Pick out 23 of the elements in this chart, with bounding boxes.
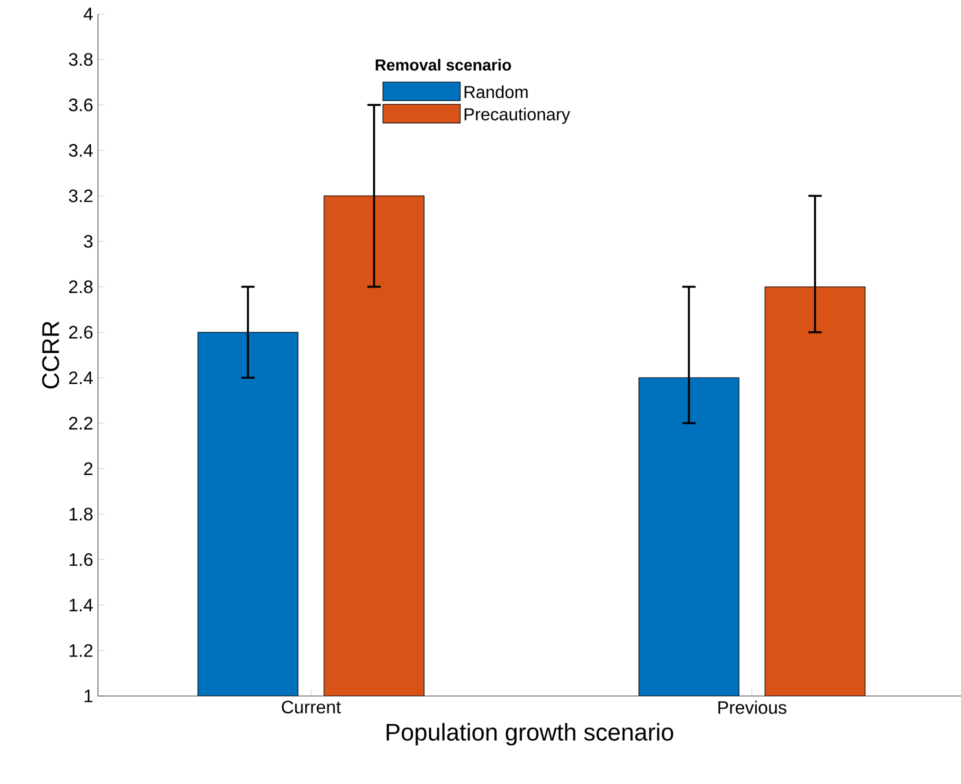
x-tick-label: Previous <box>718 700 786 714</box>
y-tick-label: 2 <box>84 462 92 475</box>
y-tick-label: 2.8 <box>69 280 93 294</box>
x-tick-label: Current <box>282 700 341 714</box>
y-tick-label: 3.2 <box>68 189 92 202</box>
y-axis-title: CCRR <box>42 321 60 388</box>
y-tick-label: 1.6 <box>70 553 93 566</box>
y-tick-label: 1 <box>84 690 92 702</box>
legend-title: Removal scenario <box>376 58 512 71</box>
y-tick-label: 3.6 <box>68 98 93 112</box>
y-tick-label: 4 <box>84 8 93 20</box>
legend-label: Precautionary <box>464 108 570 124</box>
x-axis-title: Population growth scenario <box>386 723 674 746</box>
y-tick-label: 1.2 <box>70 644 92 657</box>
y-tick-label: 2.6 <box>69 326 93 339</box>
legend-label: Random <box>464 85 528 98</box>
y-tick-label: 3.8 <box>68 53 93 66</box>
y-tick-label: 3 <box>84 234 93 248</box>
y-tick-label: 3.4 <box>68 144 93 157</box>
y-tick-label: 2.2 <box>69 416 92 430</box>
y-tick-label: 1.4 <box>70 598 93 612</box>
y-tick-label: 1.8 <box>70 508 93 520</box>
y-tick-label: 2.4 <box>69 371 93 384</box>
